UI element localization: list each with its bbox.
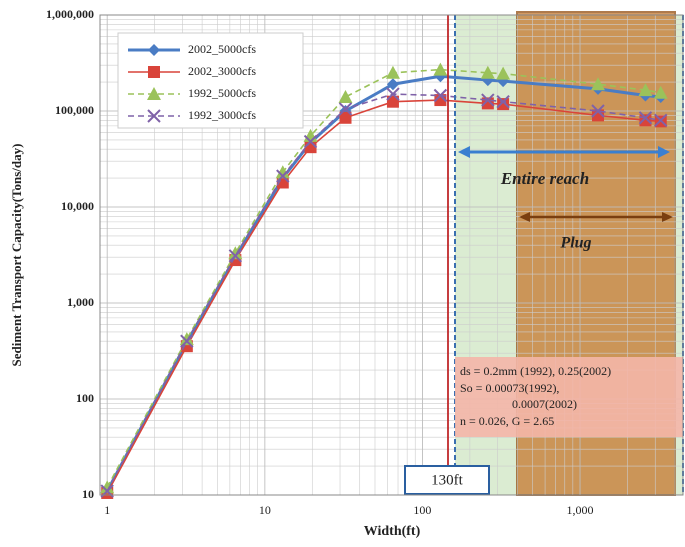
x-axis-title: Width(ft)	[364, 524, 421, 539]
marker	[592, 109, 605, 122]
marker	[496, 66, 511, 80]
marker	[100, 480, 115, 494]
marker	[591, 77, 606, 91]
marker	[339, 111, 352, 124]
marker	[481, 93, 495, 107]
y-tick-label: 1,000	[67, 295, 94, 309]
marker	[386, 95, 399, 108]
series	[100, 62, 668, 499]
marker	[148, 44, 160, 56]
legend-label: 1992_5000cfs	[188, 86, 256, 100]
marker	[148, 66, 160, 78]
plot-frame	[99, 14, 684, 496]
param-text: ds = 0.2mm (1992), 0.25(2002)	[460, 364, 611, 378]
marker	[147, 109, 161, 123]
legend-label: 2002_3000cfs	[188, 64, 256, 78]
marker	[591, 104, 605, 118]
marker	[497, 98, 510, 111]
marker	[179, 332, 194, 346]
legend-label: 2002_5000cfs	[188, 42, 256, 56]
y-tick-label: 1,000,000	[46, 7, 94, 21]
marker	[638, 111, 653, 125]
y-axis-title: Sediment Transport Capacity(Tons/day)	[9, 144, 24, 367]
y-tick-label: 100	[76, 391, 94, 405]
marker	[275, 165, 290, 179]
marker	[496, 94, 510, 109]
marker	[303, 134, 318, 149]
param-text: So = 0.00073(1992),	[460, 381, 559, 395]
marker	[480, 65, 495, 79]
marker	[433, 62, 448, 76]
marker	[338, 102, 353, 116]
plug-label: Plug	[559, 235, 591, 252]
x-tick-label: 100	[413, 503, 431, 517]
param-text: 0.0007(2002)	[512, 397, 577, 411]
marker	[338, 89, 353, 103]
x-tick-label: 1	[104, 503, 110, 517]
marker	[638, 83, 653, 97]
marker	[654, 113, 668, 128]
width-box	[404, 465, 490, 495]
x-tick-label: 10	[259, 503, 271, 517]
marker	[180, 334, 194, 348]
param-text: n = 0.026, G = 2.65	[460, 414, 554, 428]
width-label: 130ft	[431, 472, 463, 488]
marker	[228, 249, 243, 263]
marker	[434, 94, 447, 107]
marker	[228, 246, 243, 260]
marker	[229, 254, 242, 267]
marker	[386, 78, 399, 91]
entire-reach-label: Entire reach	[500, 169, 589, 188]
marker	[639, 114, 652, 127]
y-tick-label: 100,000	[55, 103, 94, 117]
marker	[386, 87, 400, 101]
legend: 2002_5000cfs 2002_3000cfs 1992_5000cfs 1992…	[117, 32, 304, 129]
legend-label: 1992_3000cfs	[188, 108, 256, 122]
marker	[433, 88, 448, 103]
marker	[385, 65, 400, 79]
x-tick-label: 1,000	[567, 503, 594, 517]
params-box	[455, 357, 683, 437]
marker	[276, 169, 290, 183]
y-tick-label: 10	[82, 487, 94, 501]
marker	[147, 87, 161, 100]
marker	[653, 85, 668, 99]
y-tick-label: 10,000	[61, 199, 94, 213]
